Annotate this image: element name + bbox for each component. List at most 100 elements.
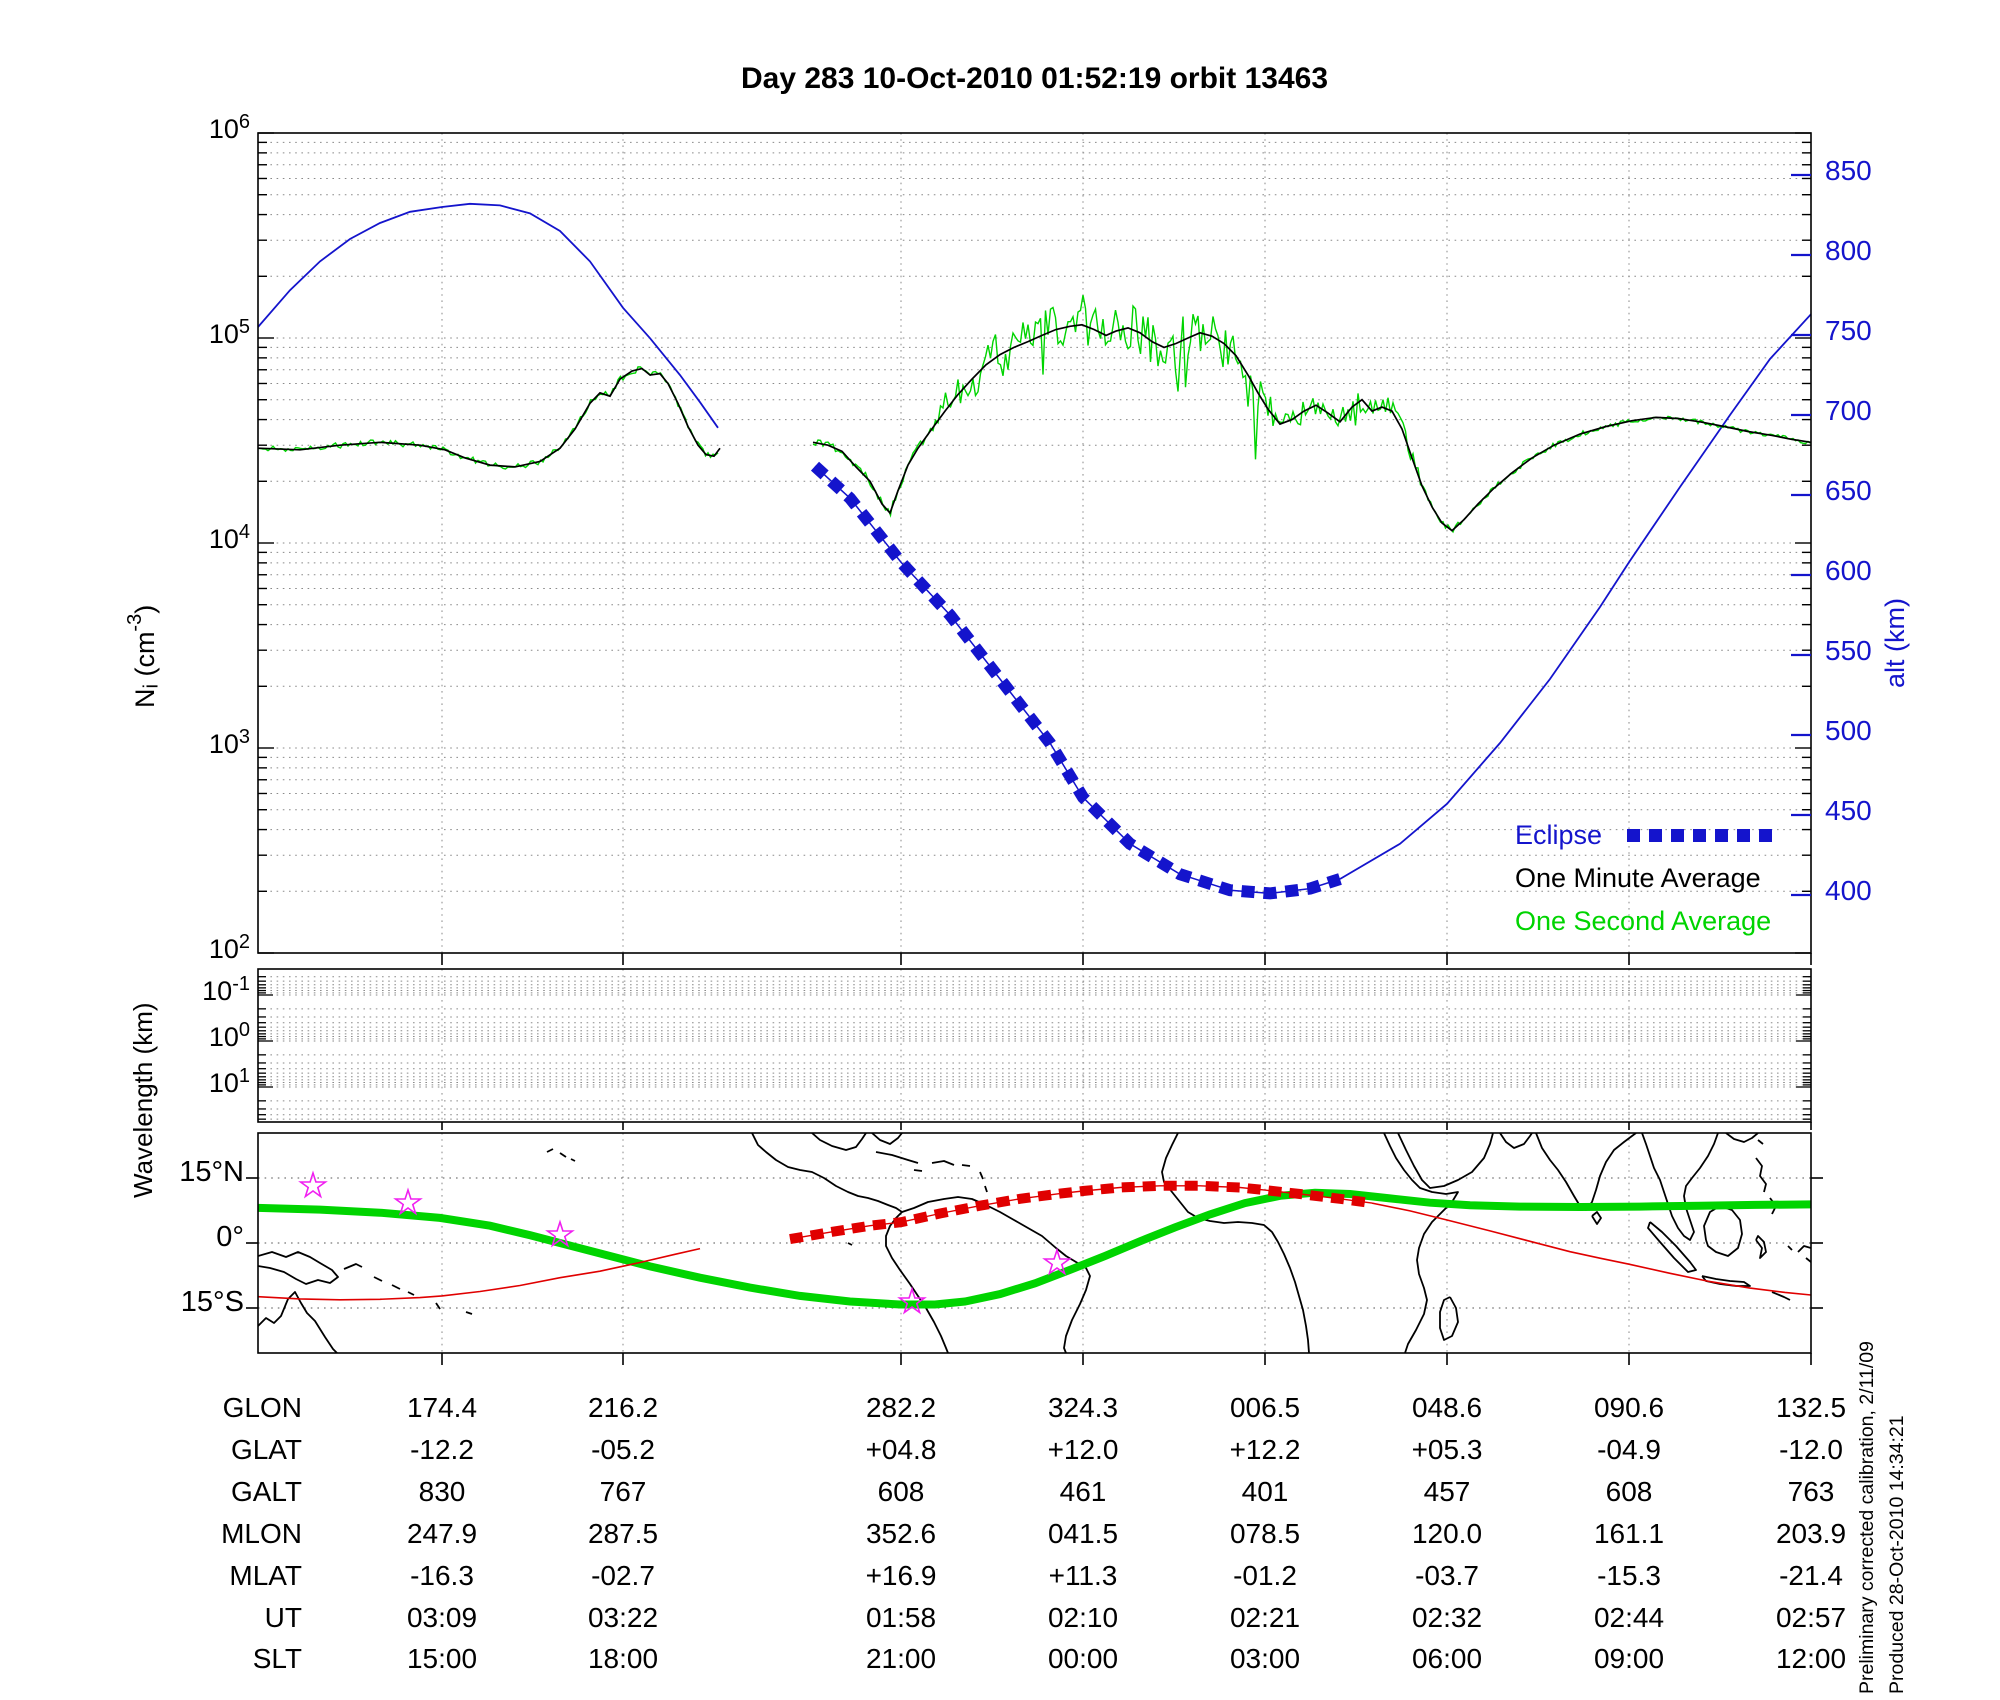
alt-tick-label: 600: [1825, 555, 1872, 586]
coastline: [961, 1164, 971, 1167]
ni-tick-label: 103: [208, 726, 250, 759]
table-cell: 03:00: [1229, 1643, 1301, 1674]
table-cell: -05.2: [591, 1434, 655, 1465]
ni-tick-label: 104: [208, 521, 250, 554]
station-star-icon: [545, 1219, 575, 1248]
one-second-average-curve: [258, 366, 719, 470]
one-second-average-curve: [812, 294, 1811, 534]
table-cell: 767: [599, 1476, 647, 1507]
legend-eclipse-dash-sample: [1627, 829, 1777, 842]
coastline: [373, 1276, 383, 1282]
table-cell: 763: [1787, 1476, 1835, 1507]
coastline: [1805, 1257, 1811, 1263]
coastline: [559, 1152, 567, 1158]
table-cell: 21:00: [865, 1643, 937, 1674]
table-cell: 174.4: [406, 1392, 478, 1423]
wavelength-tick-label: 10-1: [202, 973, 250, 1006]
alt-tick-label: 800: [1825, 235, 1872, 266]
table-cell: 608: [1605, 1476, 1653, 1507]
ground-track-line: [258, 1247, 701, 1301]
station-star-icon: [897, 1286, 927, 1315]
ni-axis-label: Ni (cm-3): [124, 604, 163, 708]
station-star-icon: [1042, 1247, 1072, 1276]
table-row-label: GLAT: [230, 1434, 302, 1465]
ni-tick-label: 106: [208, 111, 250, 144]
alt-tick-label: 650: [1825, 475, 1872, 506]
table-cell: 324.3: [1047, 1392, 1119, 1423]
table-cell: 203.9: [1775, 1518, 1847, 1549]
coastline: [435, 1302, 441, 1310]
coastline: [1647, 1221, 1697, 1273]
table-cell: 09:00: [1593, 1643, 1665, 1674]
table-cell: 461: [1059, 1476, 1107, 1507]
coastline: [1591, 1211, 1602, 1225]
coastline: [1725, 1133, 1759, 1143]
page-title: Day 283 10-Oct-2010 01:52:19 orbit 13463: [740, 62, 1329, 95]
coastline: [391, 1284, 401, 1290]
table-cell: -16.3: [410, 1560, 474, 1591]
latitude-tick-label: 15°N: [179, 1156, 244, 1188]
coastline: [258, 1291, 338, 1353]
coastline: [1439, 1296, 1459, 1341]
alt-tick-label: 400: [1825, 875, 1872, 906]
table-cell: 02:57: [1775, 1602, 1847, 1633]
table-cell: 01:58: [865, 1602, 937, 1633]
ni-tick-label: 105: [208, 316, 250, 349]
table-cell: +05.3: [1411, 1434, 1483, 1465]
coastline: [875, 1151, 919, 1164]
coastline: [901, 1196, 1091, 1353]
table-cell: 090.6: [1593, 1392, 1665, 1423]
table-cell: -21.4: [1779, 1560, 1843, 1591]
coastline: [407, 1291, 415, 1296]
legend-one-minute-label: One Minute Average: [1515, 863, 1761, 893]
coastline: [1757, 1139, 1764, 1145]
table-cell: 352.6: [865, 1518, 937, 1549]
alt-tick-label: 500: [1825, 715, 1872, 746]
ground-track-line: [1371, 1202, 1811, 1296]
ground-track-eclipse-dashed: [789, 1180, 1373, 1245]
table-cell: -12.2: [410, 1434, 474, 1465]
table-cell: 15:00: [406, 1643, 478, 1674]
note-line-produced: Produced 28-Oct-2010 14:34:21: [1886, 1415, 1909, 1694]
coastline: [343, 1263, 363, 1270]
table-cell: 00:00: [1047, 1643, 1119, 1674]
one-minute-average-curve: [258, 367, 721, 468]
coastline: [258, 1251, 339, 1285]
legend-one-second-label: One Second Average: [1515, 906, 1772, 936]
alt-tick-label: 850: [1825, 155, 1872, 186]
coastline: [465, 1311, 473, 1315]
coastline: [1755, 1235, 1767, 1259]
table-cell: 120.0: [1411, 1518, 1483, 1549]
coastline: [1797, 1245, 1811, 1253]
coastline: [1161, 1133, 1310, 1353]
alt-tick-label: 450: [1825, 795, 1872, 826]
coastline: [1771, 1291, 1791, 1301]
table-row-label: GALT: [230, 1476, 302, 1507]
coastline: [847, 1242, 853, 1246]
table-cell: 03:09: [406, 1602, 478, 1633]
alt-axis-label: alt (km): [1880, 598, 1910, 688]
coastline: [1499, 1133, 1533, 1149]
table-cell: 287.5: [587, 1518, 659, 1549]
one-minute-average-curve: [812, 323, 1811, 532]
table-cell: 02:21: [1229, 1602, 1301, 1633]
coastline: [1787, 1245, 1793, 1251]
station-star-icon: [393, 1187, 423, 1216]
note-line-calibration: Preliminary corrected calibration, 2/11/…: [1856, 1341, 1878, 1694]
coastline: [546, 1148, 554, 1153]
latitude-tick-label: 0°: [216, 1221, 244, 1253]
altitude-curve-post: [1339, 313, 1811, 880]
table-cell: 03:22: [587, 1602, 659, 1633]
coastline: [1397, 1133, 1494, 1189]
table-cell: 161.1: [1593, 1518, 1665, 1549]
coastline: [1703, 1205, 1743, 1257]
table-cell: 132.5: [1775, 1392, 1847, 1423]
table-cell: 048.6: [1411, 1392, 1483, 1423]
table-cell: 830: [418, 1476, 466, 1507]
table-cell: 401: [1241, 1476, 1289, 1507]
ni-tick-label: 102: [208, 931, 250, 964]
coastline: [931, 1160, 955, 1166]
wavelength-tick-label: 101: [208, 1065, 250, 1098]
